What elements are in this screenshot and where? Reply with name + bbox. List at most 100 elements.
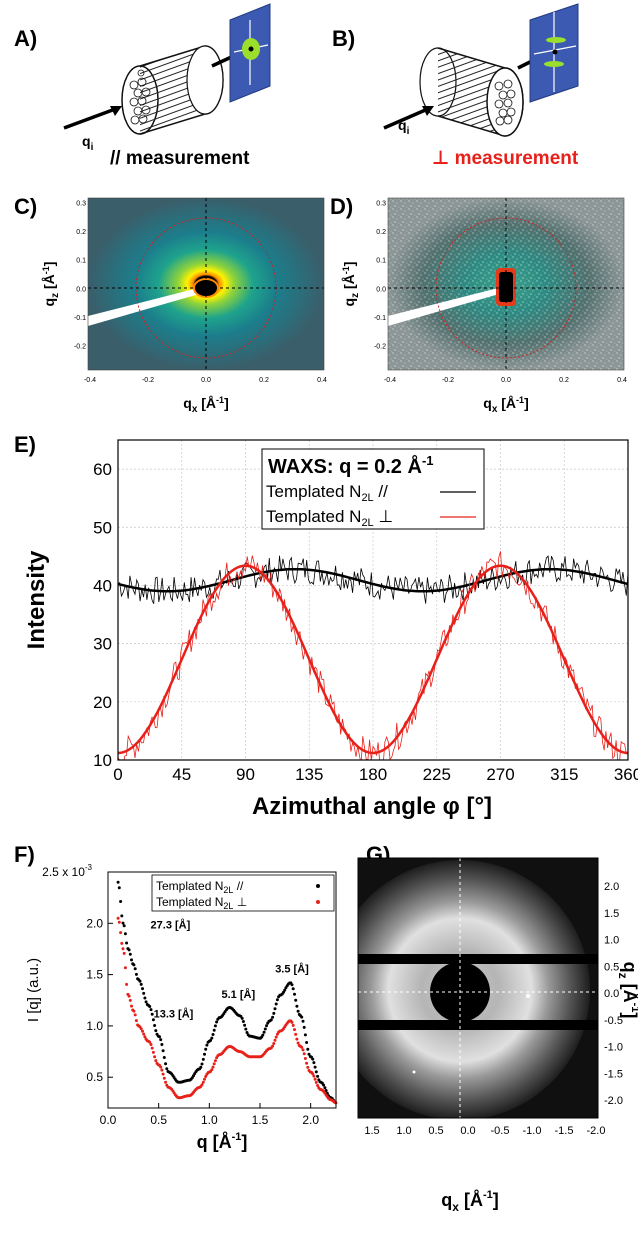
panel-f: F) 0.5 1.0 1.5 2.0 2.5 x 10-3 0.0 0.5 1.0 1.5 2.… — [14, 842, 338, 1152]
g-ylabel: qz [Å-1] — [616, 962, 638, 1019]
g-y-tick-label: 0.5 — [604, 961, 619, 973]
y-tick-label: 0.0 — [376, 286, 386, 293]
g-x-tick-label: 0.5 — [428, 1125, 443, 1137]
f-point-0 — [158, 1035, 161, 1039]
fiber-bundle-rotated-icon — [419, 47, 524, 137]
g-y-tick-label: -1.0 — [604, 1042, 623, 1054]
g-y-tick-label: -2.0 — [604, 1095, 623, 1107]
oriented-arc-top-icon — [546, 37, 566, 43]
f-point-0 — [133, 967, 137, 971]
x-tick-label: -0.4 — [84, 377, 96, 384]
e-y-tick-label: 50 — [93, 518, 112, 537]
f-legend: Templated N2L // Templated N2L ⊥ — [151, 874, 335, 912]
panel-c: C) 0.3 0.2 0.1 0.0 -0.1 -0.2 -0.4 -0.2 0.0 0.2 0.… — [14, 194, 327, 415]
f-point-0 — [305, 1041, 309, 1044]
f-y-tick-label: 1.0 — [86, 1019, 103, 1033]
f-point-1 — [117, 920, 121, 924]
f-x-tick-label: 1.0 — [201, 1113, 218, 1127]
f-point-0 — [263, 1027, 267, 1031]
panel-b-letter: B) — [332, 26, 355, 51]
g-y-tick-label: -1.5 — [604, 1068, 623, 1080]
f-point-1 — [210, 1068, 214, 1072]
panel-a-letter: A) — [14, 26, 37, 51]
f-point-1 — [164, 1080, 168, 1084]
f-point-1 — [123, 966, 127, 970]
f-point-0 — [154, 1029, 158, 1033]
f-point-1 — [213, 1059, 217, 1063]
qi-label-b: qi — [398, 117, 410, 137]
f-point-0 — [296, 1009, 300, 1013]
f-point-0 — [150, 1012, 154, 1016]
e-x-tick-label: 180 — [359, 765, 387, 784]
f-point-0 — [274, 1002, 278, 1006]
f-point-1 — [120, 941, 124, 945]
g-x-tick-label: 1.5 — [364, 1125, 379, 1137]
f-point-0 — [199, 1065, 203, 1069]
f-point-0 — [120, 914, 124, 918]
f-point-0 — [162, 1056, 166, 1059]
y-tick-label: 0.1 — [76, 258, 86, 265]
f-point-0 — [311, 1057, 315, 1061]
f-point-0 — [273, 1007, 277, 1011]
y-tick-label: 0.1 — [376, 258, 386, 265]
f-point-0 — [316, 1074, 320, 1078]
f-point-0 — [117, 886, 121, 890]
f-point-1 — [272, 1042, 276, 1045]
f-point-1 — [141, 1029, 144, 1033]
f-point-1 — [139, 1027, 143, 1031]
y-tick-label: 0.0 — [76, 286, 86, 293]
f-point-0 — [240, 1016, 244, 1020]
f-point-1 — [130, 1004, 133, 1008]
e-x-tick-label: 45 — [172, 765, 191, 784]
f-point-0 — [209, 1039, 212, 1042]
f-point-1 — [160, 1068, 164, 1072]
f-x-tick-label: 0.5 — [150, 1113, 167, 1127]
e-x-tick-label: 315 — [550, 765, 578, 784]
f-point-0 — [275, 998, 279, 1002]
panel-d: D) 0.3 0.2 0.1 0.0 -0.1 -0.2 -0.4 -0.2 0.0 0.2 0.… — [330, 194, 627, 415]
f-point-0 — [127, 948, 131, 952]
g-y-tick-label: -0.5 — [604, 1015, 623, 1027]
g-y-tick-label: 2.0 — [604, 881, 619, 893]
f-point-0 — [144, 1000, 148, 1004]
f-point-0 — [130, 958, 133, 962]
f-point-1 — [294, 1032, 298, 1036]
f-point-0 — [323, 1086, 327, 1090]
f-point-1 — [203, 1077, 206, 1081]
f-point-1 — [127, 994, 131, 998]
f-point-1 — [271, 1044, 275, 1048]
f-point-0 — [302, 1025, 306, 1029]
f-y-tick-label: 2.0 — [86, 916, 103, 930]
f-point-0 — [122, 924, 126, 928]
f-y-tick-label: 0.5 — [86, 1070, 103, 1084]
y-tick-label: 0.2 — [76, 229, 86, 236]
panel-f-letter: F) — [14, 842, 35, 867]
g-x-tick-label: 1.0 — [396, 1125, 411, 1137]
f-point-1 — [314, 1080, 318, 1084]
f-point-0 — [132, 963, 136, 967]
e-y-tick-label: 20 — [93, 693, 112, 712]
f-annotation: 5.1 [Å] — [221, 988, 255, 1001]
detector-gap-top — [358, 954, 598, 964]
panel-d-letter: D) — [330, 194, 353, 219]
e-legend: WAXS: q = 0.2 Å-1 Templated N2L // Templ… — [261, 448, 485, 530]
panel-c-letter: C) — [14, 194, 37, 219]
panel-g: G) 1.5 1.0 0.5 0.0 -0.5 -1.0 -1.5 -2.0 2.01.51.… — [357, 842, 638, 1214]
f-point-0 — [119, 900, 123, 903]
f-point-0 — [142, 991, 146, 995]
f-point-1 — [153, 1055, 157, 1059]
f-point-0 — [204, 1047, 208, 1051]
f-point-0 — [262, 1030, 266, 1034]
f-point-1 — [305, 1061, 309, 1065]
f-point-0 — [290, 983, 294, 987]
f-point-0 — [151, 1018, 155, 1022]
f-point-1 — [204, 1075, 208, 1078]
f-point-0 — [134, 972, 138, 976]
e-legend-par: Templated N2L // — [266, 482, 388, 504]
y-tick-label: 0.2 — [376, 229, 386, 236]
f-annotation: 27.3 [Å] — [151, 918, 191, 931]
f-point-0 — [243, 1023, 247, 1027]
f-point-0 — [200, 1062, 204, 1066]
f-point-1 — [201, 1080, 205, 1084]
f-point-0 — [139, 982, 143, 986]
